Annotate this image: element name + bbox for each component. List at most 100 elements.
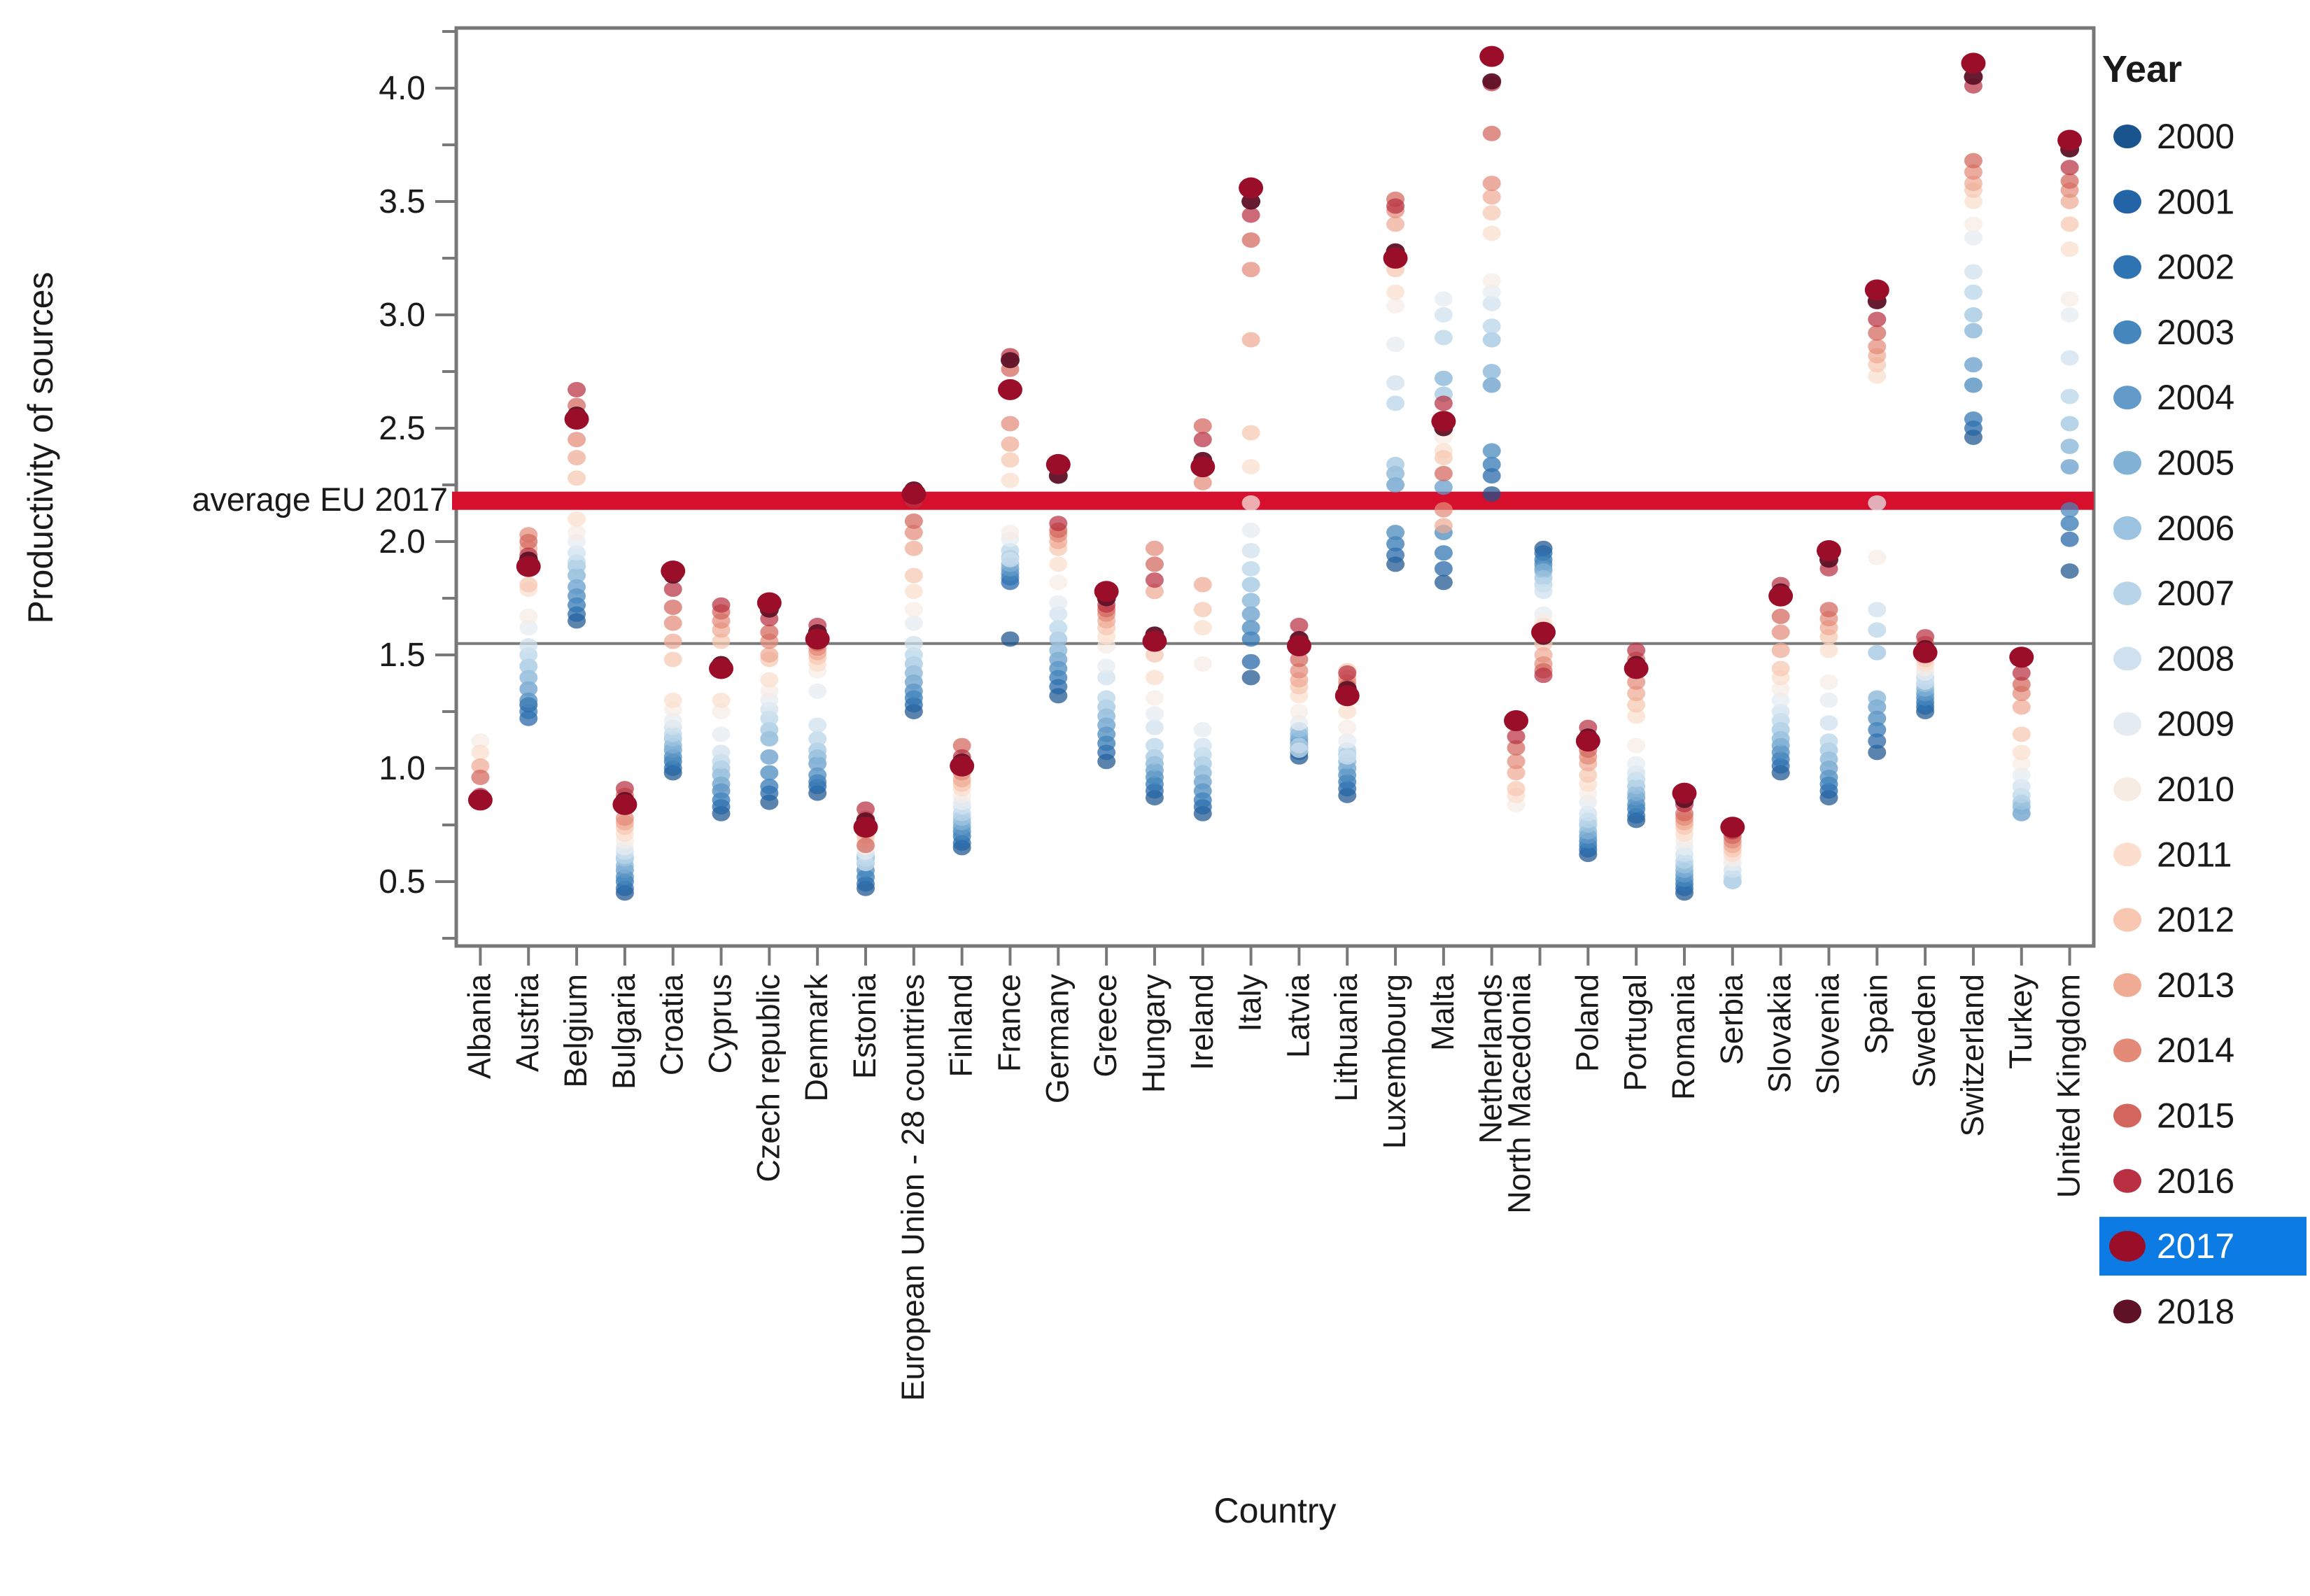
data-point-spain-2017[interactable]: [1864, 279, 1889, 301]
data-point-united-kingdom-2013[interactable]: [2060, 194, 2079, 209]
data-point-austria-2002[interactable]: [519, 704, 538, 719]
data-point-switzerland-2017[interactable]: [1961, 52, 1986, 74]
data-point-european-union-28-countries-2012[interactable]: [904, 567, 923, 584]
data-point-slovenia-2011[interactable]: [1819, 642, 1838, 658]
data-point-italy-2017[interactable]: [1239, 177, 1264, 199]
data-point-france-2008[interactable]: [1001, 551, 1020, 567]
legend-item-2012[interactable]: 2012: [2157, 901, 2234, 940]
legend-item-2000[interactable]: 2000: [2157, 117, 2234, 156]
data-point-belgium-2004[interactable]: [568, 579, 586, 595]
data-point-netherlands-2015[interactable]: [1482, 125, 1501, 141]
data-point-latvia-2016[interactable]: [1290, 617, 1309, 633]
data-point-croatia-2012[interactable]: [663, 651, 682, 668]
data-point-croatia-2017[interactable]: [661, 560, 686, 582]
data-point-sweden-2016[interactable]: [1916, 629, 1935, 645]
data-point-poland-2008[interactable]: [1579, 805, 1598, 821]
data-point-lithuania-2011[interactable]: [1338, 704, 1357, 719]
data-point-slovakia-2010[interactable]: [1771, 681, 1790, 697]
data-point-malta-2000[interactable]: [1434, 574, 1453, 591]
legend-swatch-2013[interactable]: [2113, 973, 2141, 997]
data-point-finland-2017[interactable]: [950, 755, 975, 777]
data-point-european-union-28-countries-2014[interactable]: [904, 525, 923, 541]
data-point-united-kingdom-2015[interactable]: [2060, 173, 2079, 189]
data-point-turkey-2008[interactable]: [2012, 778, 2031, 794]
data-point-united-kingdom-2007[interactable]: [2060, 388, 2079, 404]
data-point-ireland-2014[interactable]: [1193, 474, 1212, 490]
data-point-luxembourg-2007[interactable]: [1386, 395, 1405, 411]
data-point-hungary-2008[interactable]: [1145, 719, 1164, 735]
data-point-germany-2006[interactable]: [1049, 631, 1068, 647]
data-point-hungary-2007[interactable]: [1145, 737, 1164, 754]
data-point-italy-2006[interactable]: [1241, 577, 1260, 593]
data-point-spain-2011[interactable]: [1868, 368, 1887, 384]
data-point-albania-2010[interactable]: [471, 733, 490, 749]
data-point-netherlands-2013[interactable]: [1482, 189, 1501, 205]
data-point-switzerland-2007[interactable]: [1964, 284, 1982, 300]
data-point-north-macedonia-2015[interactable]: [1507, 740, 1526, 756]
legend-swatch-2009[interactable]: [2113, 712, 2141, 736]
data-point-european-union-28-countries-2010[interactable]: [904, 602, 923, 618]
legend-swatch-2010[interactable]: [2113, 777, 2141, 801]
data-point-european-union-28-countries-2017[interactable]: [901, 483, 927, 504]
legend-item-2010[interactable]: 2010: [2157, 770, 2234, 809]
data-point-france-2013[interactable]: [1001, 436, 1020, 452]
data-point-estonia-2017[interactable]: [853, 817, 878, 838]
data-point-netherlands-2003[interactable]: [1482, 443, 1501, 459]
data-point-united-kingdom-2012[interactable]: [2060, 216, 2079, 232]
data-point-austria-2015[interactable]: [519, 534, 538, 549]
data-point-portugal-2010[interactable]: [1627, 737, 1646, 754]
legend-swatch-2007[interactable]: [2113, 581, 2141, 606]
data-point-france-2000[interactable]: [1001, 631, 1020, 647]
data-point-switzerland-2013[interactable]: [1964, 176, 1982, 192]
data-point-slovenia-2017[interactable]: [1816, 539, 1841, 561]
data-point-italy-2007[interactable]: [1241, 560, 1260, 577]
data-point-switzerland-2003[interactable]: [1964, 377, 1982, 393]
data-point-turkey-2013[interactable]: [2012, 699, 2031, 715]
data-point-turkey-2011[interactable]: [2012, 744, 2031, 761]
data-point-hungary-2017[interactable]: [1142, 630, 1167, 652]
data-point-switzerland-2009[interactable]: [1964, 229, 1982, 246]
data-point-malta-2013[interactable]: [1434, 518, 1453, 534]
data-point-denmark-2003[interactable]: [808, 767, 827, 783]
data-point-poland-2017[interactable]: [1575, 730, 1600, 752]
data-point-spain-2003[interactable]: [1868, 710, 1887, 726]
data-point-belgium-2014[interactable]: [568, 432, 586, 448]
data-point-france-2018[interactable]: [1000, 352, 1020, 369]
legend-swatch-2011[interactable]: [2113, 842, 2141, 867]
data-point-malta-2001[interactable]: [1434, 560, 1453, 577]
data-point-czech-republic-2011[interactable]: [760, 672, 779, 688]
data-point-italy-2010[interactable]: [1241, 495, 1260, 511]
data-point-united-kingdom-2004[interactable]: [2060, 459, 2079, 475]
data-point-united-kingdom-2008[interactable]: [2060, 350, 2079, 366]
legend-item-2004[interactable]: 2004: [2157, 378, 2234, 417]
data-point-bulgaria-2016[interactable]: [615, 781, 634, 797]
data-point-albania-2011[interactable]: [471, 744, 490, 761]
data-point-spain-2000[interactable]: [1868, 744, 1887, 761]
data-point-lithuania-2008[interactable]: [1338, 749, 1357, 765]
data-point-croatia-2013[interactable]: [663, 633, 682, 649]
data-point-italy-2014[interactable]: [1241, 262, 1260, 278]
data-point-slovenia-2015[interactable]: [1819, 602, 1838, 618]
data-point-netherlands-2002[interactable]: [1482, 456, 1501, 472]
data-point-united-kingdom-2003[interactable]: [2060, 502, 2079, 518]
data-point-malta-2017[interactable]: [1431, 411, 1456, 432]
legend-swatch-2016[interactable]: [2113, 1168, 2141, 1193]
data-point-italy-2000[interactable]: [1241, 670, 1260, 686]
data-point-croatia-2014[interactable]: [663, 615, 682, 631]
data-point-luxembourg-2003[interactable]: [1386, 525, 1405, 541]
legend-swatch-2018[interactable]: [2113, 1299, 2141, 1324]
data-point-turkey-2012[interactable]: [2012, 726, 2031, 742]
data-point-hungary-2014[interactable]: [1145, 540, 1164, 556]
data-point-spain-2001[interactable]: [1868, 733, 1887, 749]
data-point-united-kingdom-2011[interactable]: [2060, 241, 2079, 257]
data-point-czech-republic-2015[interactable]: [760, 624, 779, 640]
data-point-lithuania-2010[interactable]: [1338, 719, 1357, 735]
data-point-czech-republic-2004[interactable]: [760, 749, 779, 765]
data-point-latvia-2017[interactable]: [1286, 635, 1311, 657]
data-point-hungary-2012[interactable]: [1145, 647, 1164, 663]
data-point-malta-2002[interactable]: [1434, 545, 1453, 561]
data-point-slovenia-2007[interactable]: [1819, 733, 1838, 749]
data-point--2008[interactable]: [1534, 584, 1553, 600]
data-point-luxembourg-2004[interactable]: [1386, 477, 1405, 493]
data-point-netherlands-2008[interactable]: [1482, 295, 1501, 311]
